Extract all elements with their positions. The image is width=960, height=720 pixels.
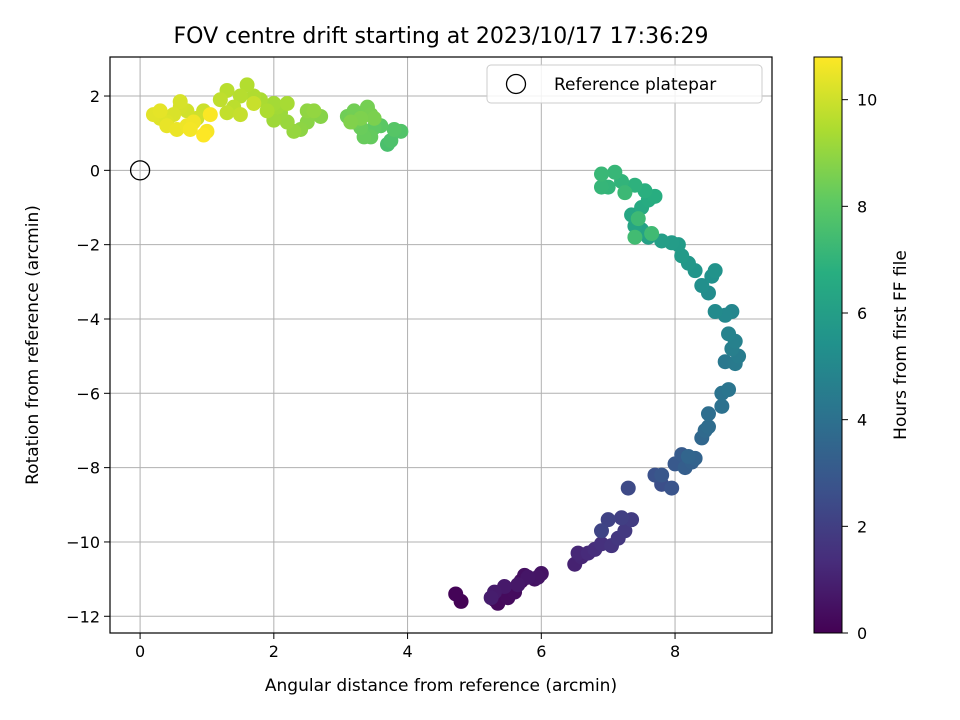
- x-tick-label: 0: [135, 642, 145, 661]
- colorbar-tick-label: 8: [857, 197, 867, 216]
- y-axis-ticks: −12 −10 −8 −6 −4 −2 0 2: [66, 87, 110, 626]
- colorbar-label: Hours from first FF file: [891, 250, 911, 440]
- colorbar-frame: [813, 56, 843, 634]
- data-point: [700, 406, 716, 422]
- y-tick-label: 0: [90, 161, 100, 180]
- data-point: [654, 467, 670, 483]
- x-tick-label: 8: [670, 642, 680, 661]
- plot-frame: [109, 56, 773, 634]
- y-tick-label: −6: [76, 384, 100, 403]
- data-point: [630, 211, 646, 227]
- data-point: [700, 419, 716, 435]
- data-point: [196, 127, 212, 143]
- data-point: [483, 590, 499, 606]
- data-point: [152, 103, 168, 119]
- data-point: [306, 103, 322, 119]
- data-point: [212, 92, 228, 108]
- colorbar-ticks: 0 2 4 6 8 10: [842, 91, 877, 643]
- data-point: [607, 164, 623, 180]
- data-point: [259, 103, 275, 119]
- y-tick-label: 2: [90, 87, 100, 106]
- data-point: [593, 179, 609, 195]
- colorbar-tick-label: 2: [857, 517, 867, 536]
- data-point: [343, 114, 359, 130]
- data-point: [600, 512, 616, 528]
- data-point: [510, 577, 526, 593]
- data-point: [202, 107, 218, 123]
- data-point: [182, 121, 198, 137]
- reference-platepar-marker: [129, 160, 151, 181]
- chart-title: FOV centre drift starting at 2023/10/17 …: [174, 24, 709, 49]
- data-point: [593, 523, 609, 539]
- legend: Reference platepar: [486, 64, 763, 104]
- y-tick-label: −12: [66, 607, 100, 626]
- y-axis-label: Rotation from reference (arcmin): [23, 205, 43, 485]
- x-axis-label: Angular distance from reference (arcmin): [265, 676, 617, 696]
- data-point: [366, 110, 382, 126]
- x-tick-label: 2: [269, 642, 279, 661]
- data-point: [714, 398, 730, 414]
- data-point: [694, 278, 710, 294]
- colorbar-tick-label: 4: [857, 411, 867, 430]
- y-tick-label: −10: [66, 533, 100, 552]
- x-tick-label: 4: [402, 642, 412, 661]
- data-point: [707, 263, 723, 279]
- data-point: [448, 586, 464, 602]
- data-point: [593, 166, 609, 182]
- data-point: [721, 382, 737, 398]
- data-point: [239, 77, 255, 93]
- data-point: [707, 304, 723, 320]
- colorbar-tick-label: 10: [857, 91, 877, 110]
- data-point: [617, 185, 633, 201]
- colorbar-gradient: [814, 57, 842, 633]
- data-point: [627, 229, 643, 245]
- scatter-points: [145, 77, 747, 611]
- data-point: [232, 88, 248, 104]
- colorbar: 0 2 4 6 8 10 Hours from first FF file: [813, 56, 911, 643]
- reference-marker-layer: [129, 160, 151, 181]
- data-point: [219, 105, 235, 121]
- legend-reference-marker: [505, 73, 527, 95]
- data-point: [721, 326, 737, 342]
- y-tick-label: −8: [76, 459, 100, 478]
- data-point: [617, 523, 633, 539]
- colorbar-tick-label: 0: [857, 624, 867, 643]
- legend-entry-reference: Reference platepar: [554, 75, 716, 95]
- data-point: [680, 448, 696, 464]
- data-point: [644, 226, 660, 242]
- data-point: [664, 480, 680, 496]
- colorbar-tick-label: 6: [857, 304, 867, 323]
- legend-box: [486, 64, 763, 104]
- x-tick-label: 6: [536, 642, 546, 661]
- y-tick-label: −4: [76, 310, 100, 329]
- data-point: [232, 107, 248, 123]
- data-point: [620, 480, 636, 496]
- y-tick-label: −2: [76, 236, 100, 255]
- data-point: [614, 510, 630, 526]
- data-point: [246, 95, 262, 111]
- grid-lines: [110, 57, 772, 633]
- data-point: [172, 94, 188, 110]
- x-axis-ticks: 0 2 4 6 8: [135, 633, 680, 661]
- data-point: [279, 95, 295, 111]
- data-point: [386, 121, 402, 137]
